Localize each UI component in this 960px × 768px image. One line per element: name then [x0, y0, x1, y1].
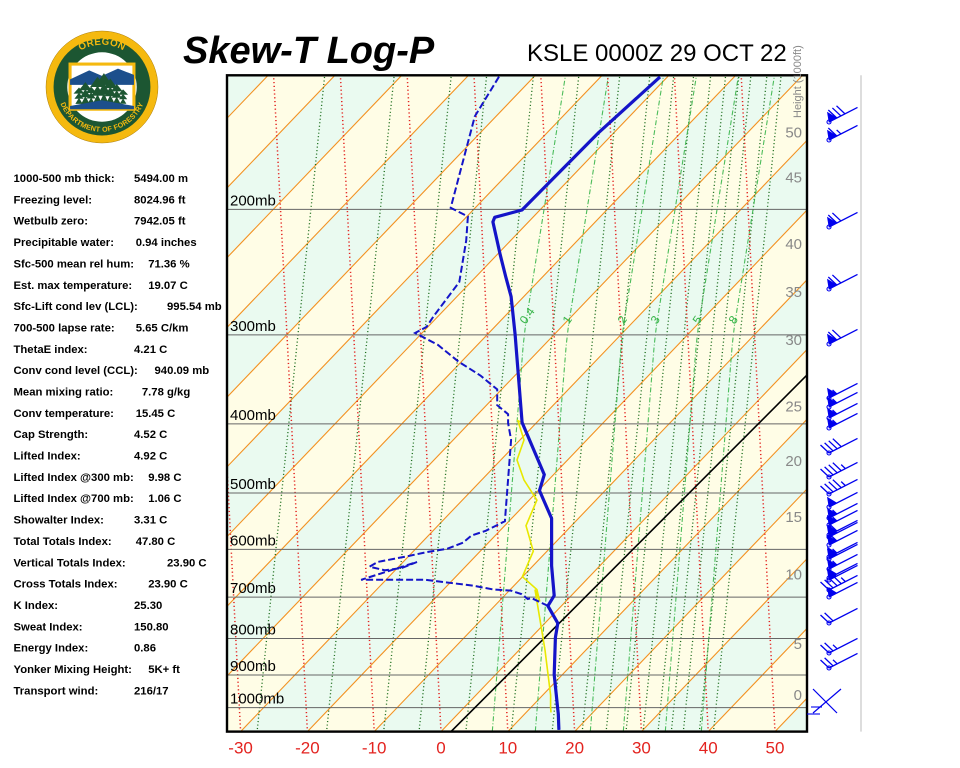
- svg-text:5: 5: [794, 636, 802, 653]
- svg-text:600mb: 600mb: [230, 532, 276, 549]
- svg-text:Lifted Index @300 mb:: Lifted Index @300 mb:: [14, 472, 134, 484]
- svg-text:20: 20: [565, 739, 584, 758]
- svg-text:40: 40: [785, 236, 802, 253]
- svg-text:KSLE 0000Z 29 OCT 22: KSLE 0000Z 29 OCT 22: [527, 40, 787, 67]
- svg-text:Sweat Index:: Sweat Index:: [14, 621, 83, 633]
- svg-text:216/17: 216/17: [134, 685, 169, 697]
- svg-text:Sfc-Lift cond lev (LCL):: Sfc-Lift cond lev (LCL):: [14, 301, 138, 313]
- svg-text:Total Totals Index:: Total Totals Index:: [14, 536, 112, 548]
- svg-text:9.98 C: 9.98 C: [148, 472, 181, 484]
- svg-text:4.21 C: 4.21 C: [134, 344, 167, 356]
- svg-text:995.54 mb: 995.54 mb: [167, 301, 222, 313]
- svg-text:400mb: 400mb: [230, 407, 276, 424]
- svg-text:20: 20: [785, 453, 802, 470]
- svg-text:15: 15: [785, 509, 802, 526]
- svg-text:4.92 C: 4.92 C: [134, 451, 167, 463]
- svg-text:45: 45: [785, 170, 802, 187]
- svg-text:5K+ ft: 5K+ ft: [148, 664, 180, 676]
- svg-text:Skew-T Log-P: Skew-T Log-P: [183, 30, 435, 72]
- svg-text:7942.05 ft: 7942.05 ft: [134, 216, 186, 228]
- svg-text:700-500 lapse rate:: 700-500 lapse rate:: [14, 323, 115, 335]
- svg-text:1000-500 mb thick:: 1000-500 mb thick:: [14, 173, 115, 185]
- svg-text:Sfc-500 mean rel hum:: Sfc-500 mean rel hum:: [14, 258, 135, 270]
- svg-text:1000mb: 1000mb: [230, 691, 284, 708]
- svg-text:ThetaE index:: ThetaE index:: [14, 344, 88, 356]
- svg-text:Est. max temperature:: Est. max temperature:: [14, 280, 133, 292]
- svg-text:800mb: 800mb: [230, 622, 276, 639]
- svg-text:0: 0: [794, 687, 802, 704]
- svg-text:7.78 g/kg: 7.78 g/kg: [142, 387, 190, 399]
- svg-text:30: 30: [632, 739, 651, 758]
- svg-text:Cap Strength:: Cap Strength:: [14, 429, 89, 441]
- svg-text:0.86: 0.86: [134, 643, 156, 655]
- svg-text:5.65 C/km: 5.65 C/km: [136, 323, 189, 335]
- svg-text:71.36 %: 71.36 %: [148, 258, 189, 270]
- svg-text:1.06 C: 1.06 C: [148, 493, 181, 505]
- svg-text:Conv cond level (CCL):: Conv cond level (CCL):: [14, 365, 138, 377]
- svg-text:-10: -10: [362, 739, 387, 758]
- svg-text:Cross Totals Index:: Cross Totals Index:: [14, 579, 118, 591]
- svg-text:Transport wind:: Transport wind:: [14, 685, 99, 697]
- svg-text:4.52 C: 4.52 C: [134, 429, 167, 441]
- svg-text:3.31 C: 3.31 C: [134, 515, 167, 527]
- svg-text:150.80: 150.80: [134, 621, 169, 633]
- svg-text:10: 10: [498, 739, 517, 758]
- svg-text:0: 0: [436, 739, 445, 758]
- svg-text:5494.00 m: 5494.00 m: [134, 173, 188, 185]
- svg-text:10: 10: [785, 567, 802, 584]
- svg-text:300mb: 300mb: [230, 318, 276, 335]
- svg-text:Mean mixing ratio:: Mean mixing ratio:: [14, 387, 114, 399]
- svg-text:40: 40: [699, 739, 718, 758]
- svg-text:Freezing level:: Freezing level:: [14, 194, 92, 206]
- svg-text:25.30: 25.30: [134, 600, 162, 612]
- svg-text:-30: -30: [228, 739, 253, 758]
- svg-text:Showalter Index:: Showalter Index:: [14, 515, 104, 527]
- svg-text:23.90 C: 23.90 C: [167, 557, 207, 569]
- svg-text:25: 25: [785, 399, 802, 416]
- svg-text:8024.96 ft: 8024.96 ft: [134, 194, 186, 206]
- svg-text:0.94 inches: 0.94 inches: [136, 237, 197, 249]
- svg-text:23.90 C: 23.90 C: [148, 579, 188, 591]
- svg-text:Conv temperature:: Conv temperature:: [14, 408, 114, 420]
- svg-text:Lifted Index @700 mb:: Lifted Index @700 mb:: [14, 493, 134, 505]
- svg-text:500mb: 500mb: [230, 476, 276, 493]
- svg-text:50: 50: [766, 739, 785, 758]
- svg-text:Precipitable water:: Precipitable water:: [14, 237, 114, 249]
- svg-text:940.09 mb: 940.09 mb: [155, 365, 210, 377]
- svg-text:200mb: 200mb: [230, 192, 276, 209]
- svg-text:19.07 C: 19.07 C: [148, 280, 188, 292]
- svg-text:Wetbulb zero:: Wetbulb zero:: [14, 216, 88, 228]
- svg-text:50: 50: [785, 124, 802, 141]
- svg-text:Lifted Index:: Lifted Index:: [14, 451, 81, 463]
- svg-text:35: 35: [785, 284, 802, 301]
- svg-text:K Index:: K Index:: [14, 600, 59, 612]
- svg-text:Height (1000ft): Height (1000ft): [792, 45, 804, 118]
- svg-text:-20: -20: [295, 739, 320, 758]
- svg-text:Yonker Mixing Height:: Yonker Mixing Height:: [14, 664, 132, 676]
- svg-text:15.45 C: 15.45 C: [136, 408, 176, 420]
- svg-text:Energy Index:: Energy Index:: [14, 643, 89, 655]
- svg-text:47.80 C: 47.80 C: [136, 536, 176, 548]
- svg-text:700mb: 700mb: [230, 580, 276, 597]
- svg-text:30: 30: [785, 332, 802, 349]
- svg-text:Vertical Totals Index:: Vertical Totals Index:: [14, 557, 126, 569]
- svg-text:900mb: 900mb: [230, 658, 276, 675]
